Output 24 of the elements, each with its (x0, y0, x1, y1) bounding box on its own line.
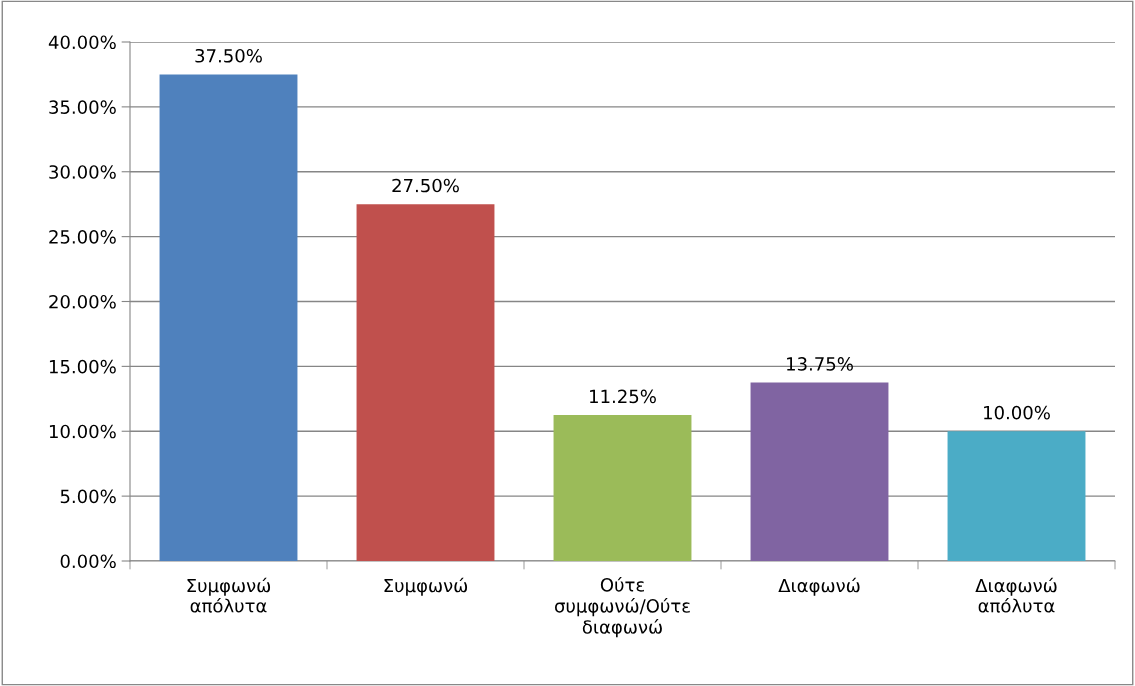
data-label: 10.00% (984, 405, 1050, 420)
y-tick-label: 0.00% (60, 554, 116, 569)
data-label: 37.50% (195, 48, 262, 63)
x-tick-label: Συμφωνώ απόλυτα (187, 577, 271, 613)
bar (750, 382, 889, 561)
y-tick-label: 20.00% (49, 294, 116, 309)
y-tick-label: 15.00% (49, 359, 116, 374)
bar (159, 74, 298, 561)
data-label: 11.25% (590, 389, 656, 404)
data-label: 13.75% (787, 357, 853, 371)
y-tick-label: 30.00% (49, 165, 116, 179)
bar (947, 431, 1086, 561)
y-tick-label: 5.00% (60, 489, 116, 504)
x-tick-label: Ούτε συμφωνώ/Ούτε διαφωνώ (555, 576, 690, 638)
data-label: 27.50% (392, 178, 459, 193)
x-tick-label: Διαφωνώ (778, 577, 860, 596)
y-tick-label: 25.00% (49, 230, 116, 244)
y-tick-label: 10.00% (49, 424, 116, 439)
y-tick-label: 40.00% (48, 35, 116, 50)
bar (356, 204, 495, 561)
y-tick-label: 35.00% (49, 100, 116, 114)
x-tick-label: Συμφωνώ (384, 577, 468, 596)
bar (553, 415, 692, 561)
x-tick-label: Διαφωνώ απόλυτα (975, 577, 1057, 613)
